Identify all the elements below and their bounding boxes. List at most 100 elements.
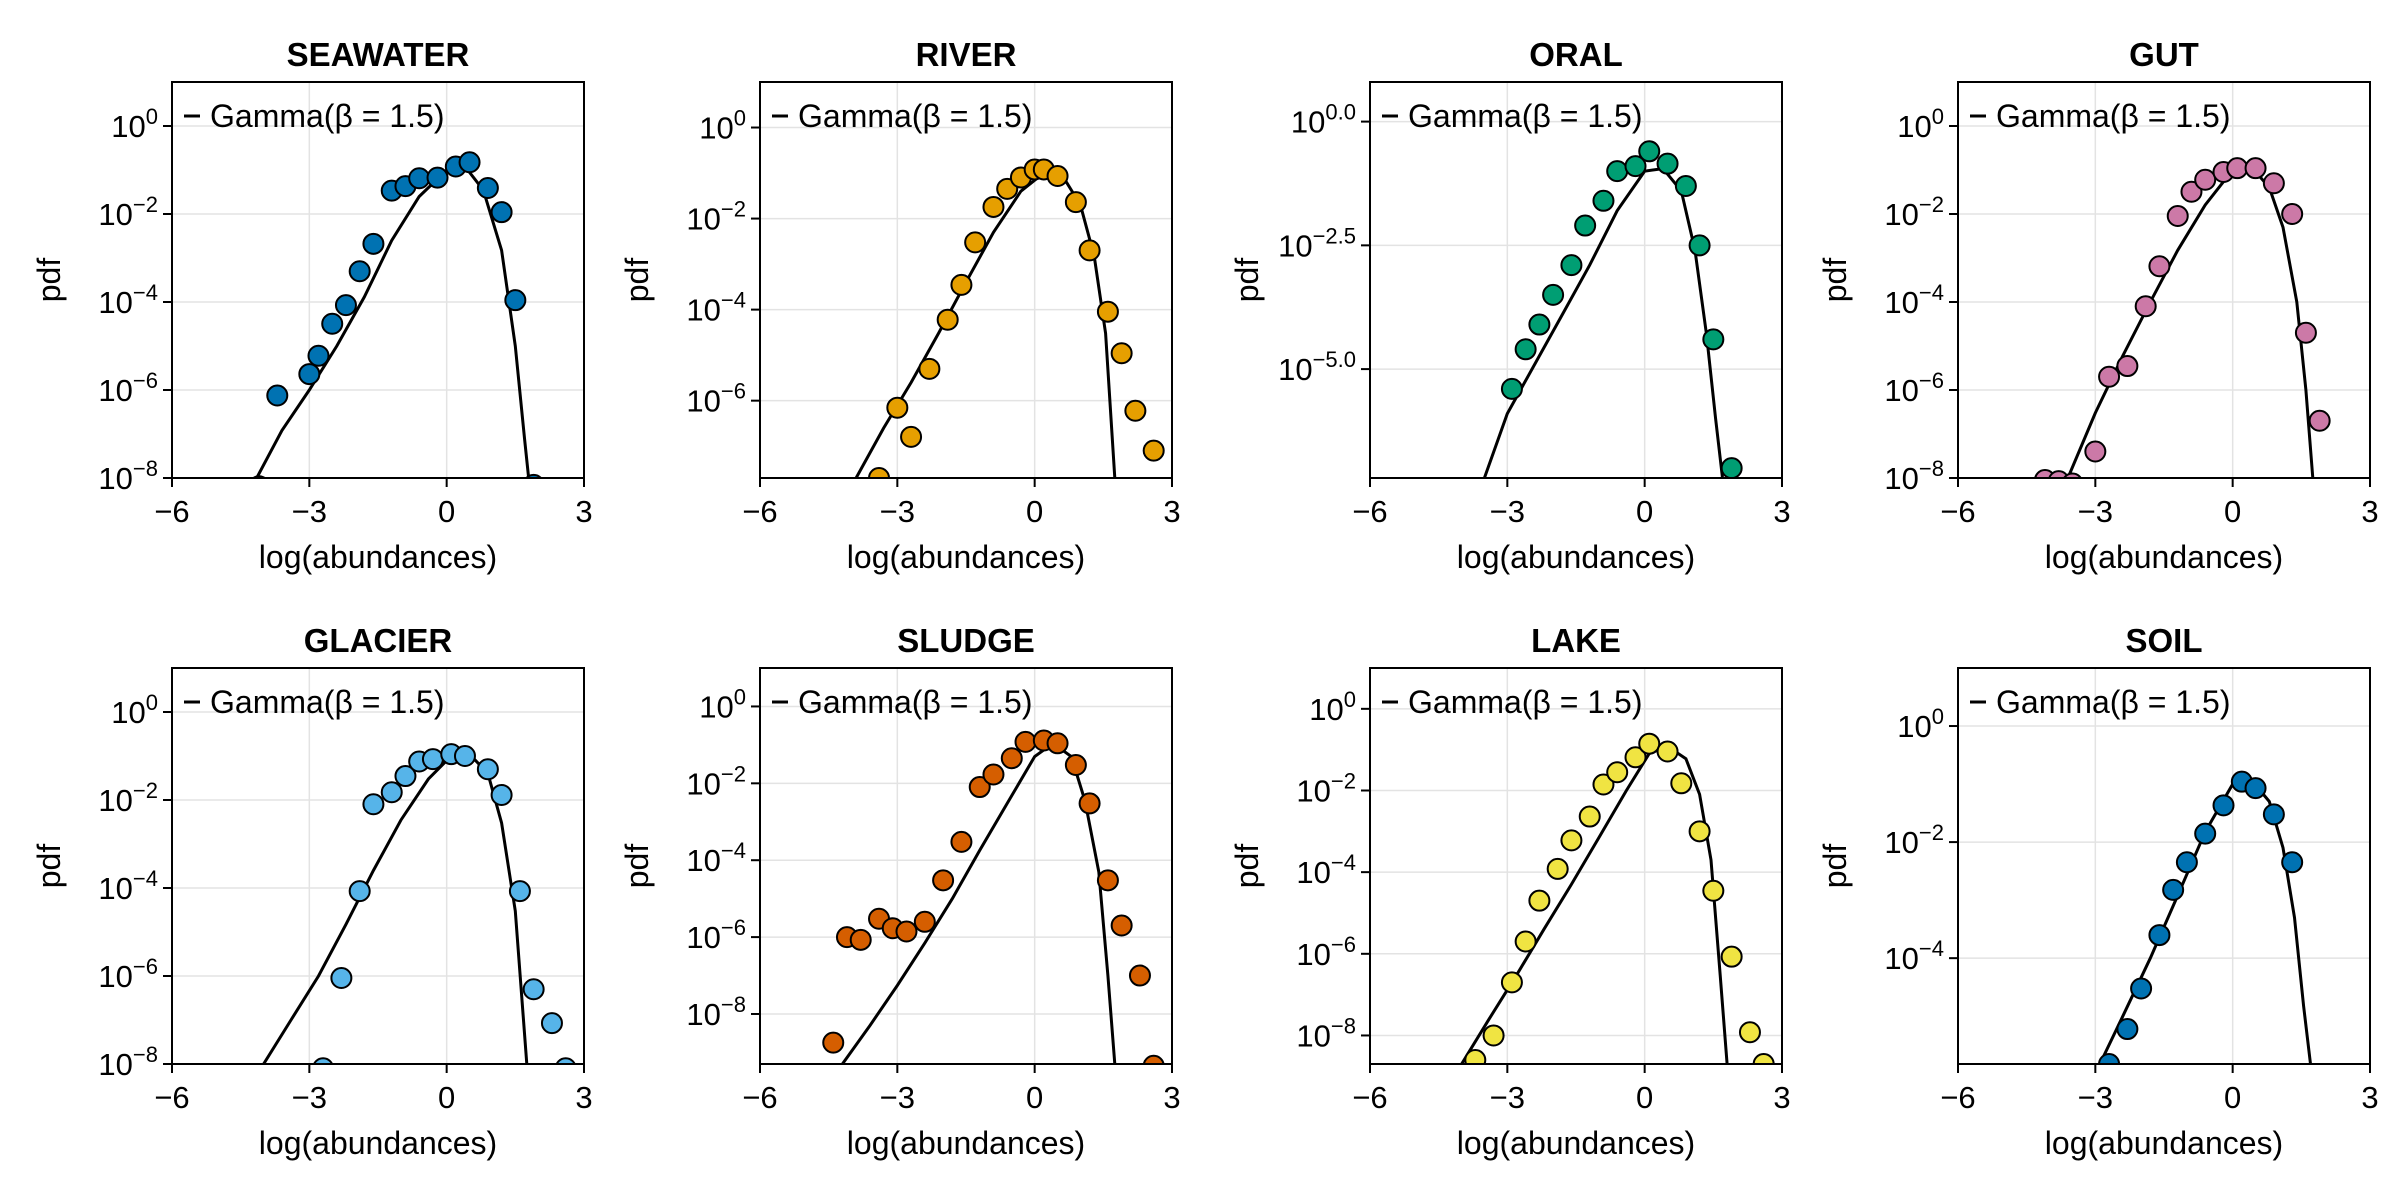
y-tick-label: 10−2 bbox=[1296, 768, 1356, 808]
data-point bbox=[2226, 157, 2249, 180]
legend-label: Gamma(β = 1.5) bbox=[1408, 684, 1642, 720]
y-tick-label: 100 bbox=[111, 104, 158, 144]
data-point bbox=[2194, 168, 2217, 191]
subplot-title: GUT bbox=[2129, 36, 2199, 73]
plot-area bbox=[1460, 732, 1775, 1064]
x-tick-label: −3 bbox=[880, 494, 915, 529]
x-tick-label: −3 bbox=[292, 1080, 327, 1115]
data-point bbox=[504, 289, 527, 312]
data-point bbox=[1064, 753, 1087, 776]
subplot-title: RIVER bbox=[916, 36, 1017, 73]
data-point bbox=[964, 231, 987, 254]
legend-label: Gamma(β = 1.5) bbox=[210, 684, 444, 720]
y-tick-label: 100 bbox=[699, 684, 746, 724]
axes-frame bbox=[1957, 667, 2371, 1065]
data-point bbox=[2134, 295, 2157, 318]
y-tick-label: 10−2 bbox=[98, 778, 158, 818]
subplot-seawater: −6 −3 0 3 10−8 10−6 10−4 10−2 100 SEAWATER log(abu… bbox=[31, 36, 593, 575]
data-point bbox=[348, 880, 371, 903]
data-point bbox=[540, 1012, 563, 1035]
x-tick-label: −3 bbox=[2078, 494, 2113, 529]
y-tick-label: 100 bbox=[1897, 704, 1944, 744]
x-tick-label: −6 bbox=[742, 1080, 777, 1115]
data-point bbox=[1000, 747, 1023, 770]
x-axis-label: log(abundances) bbox=[1457, 539, 1695, 575]
data-point bbox=[936, 308, 959, 331]
data-point bbox=[2130, 977, 2153, 1000]
subplot-title: SOIL bbox=[2125, 622, 2202, 659]
y-tick-label: 100.0 bbox=[1291, 100, 1356, 140]
x-axis-label: log(abundances) bbox=[259, 539, 497, 575]
subplot-title: ORAL bbox=[1529, 36, 1623, 73]
x-tick-label: 3 bbox=[575, 494, 592, 529]
axes-frame bbox=[759, 667, 1173, 1065]
legend: Gamma(β = 1.5) bbox=[1970, 98, 2230, 134]
data-point bbox=[1546, 857, 1569, 880]
data-point bbox=[1578, 805, 1601, 828]
data-point bbox=[1560, 829, 1583, 852]
data-point bbox=[1514, 930, 1537, 953]
y-tick-label: 10−5.0 bbox=[1278, 347, 1356, 387]
data-point bbox=[1670, 772, 1693, 795]
y-tick-label: 10−8 bbox=[98, 456, 158, 496]
data-point bbox=[1592, 189, 1615, 212]
data-point bbox=[2281, 851, 2304, 874]
y-tick-label: 10−2 bbox=[98, 192, 158, 232]
data-point bbox=[822, 1031, 845, 1054]
axes-frame bbox=[171, 81, 585, 479]
x-tick-label: 0 bbox=[1636, 1080, 1653, 1115]
x-axis-label: log(abundances) bbox=[1457, 1125, 1695, 1161]
gamma-fit-line bbox=[1482, 167, 1724, 478]
y-axis-label: pdf bbox=[1817, 258, 1853, 303]
data-point bbox=[2148, 255, 2171, 278]
plot-area bbox=[854, 158, 1165, 478]
x-tick-label: −3 bbox=[1490, 1080, 1525, 1115]
x-axis-label: log(abundances) bbox=[2045, 1125, 2283, 1161]
data-point bbox=[1606, 160, 1629, 183]
data-point bbox=[453, 745, 476, 767]
x-tick-label: −3 bbox=[2078, 1080, 2113, 1115]
data-point bbox=[490, 201, 513, 224]
data-point bbox=[868, 467, 891, 478]
data-point bbox=[1702, 328, 1725, 351]
y-axis-label: pdf bbox=[619, 844, 655, 889]
x-tick-label: −6 bbox=[154, 494, 189, 529]
y-tick-label: 10−2 bbox=[686, 761, 746, 801]
plot-area bbox=[822, 729, 1165, 1064]
x-tick-label: −3 bbox=[1490, 494, 1525, 529]
data-point bbox=[251, 475, 267, 478]
x-tick-label: 0 bbox=[2224, 1080, 2241, 1115]
data-point bbox=[266, 384, 289, 407]
y-tick-label: 100 bbox=[1897, 104, 1944, 144]
data-point bbox=[1674, 174, 1697, 197]
legend: Gamma(β = 1.5) bbox=[1382, 684, 1642, 720]
x-axis-label: log(abundances) bbox=[847, 1125, 1085, 1161]
data-point bbox=[932, 869, 955, 892]
legend-label: Gamma(β = 1.5) bbox=[210, 98, 444, 134]
data-point bbox=[2308, 409, 2331, 432]
data-point bbox=[362, 232, 385, 255]
y-tick-label: 100 bbox=[111, 690, 158, 730]
legend: Gamma(β = 1.5) bbox=[184, 98, 444, 134]
x-tick-label: 3 bbox=[1163, 1080, 1180, 1115]
data-point bbox=[1128, 964, 1151, 987]
x-axis-label: log(abundances) bbox=[259, 1125, 497, 1161]
y-tick-label: 10−6 bbox=[98, 368, 158, 408]
legend: Gamma(β = 1.5) bbox=[1970, 684, 2230, 720]
data-point bbox=[1514, 338, 1537, 361]
y-tick-label: 10−2.5 bbox=[1278, 223, 1356, 263]
data-point bbox=[2116, 1018, 2139, 1041]
data-point bbox=[394, 765, 417, 788]
plot-area bbox=[251, 151, 543, 478]
data-point bbox=[982, 763, 1005, 786]
data-point bbox=[307, 344, 330, 367]
y-axis-label: pdf bbox=[1817, 844, 1853, 889]
x-tick-label: −6 bbox=[1352, 1080, 1387, 1115]
data-point bbox=[2098, 365, 2121, 388]
x-tick-label: 0 bbox=[1636, 494, 1653, 529]
data-point bbox=[2062, 472, 2082, 478]
y-tick-label: 10−4 bbox=[1296, 850, 1356, 890]
subplot-river: −6 −3 0 3 10−6 10−4 10−2 100 RIVER log(abundances… bbox=[619, 36, 1181, 575]
axes-frame bbox=[1957, 81, 2371, 479]
y-tick-label: 10−2 bbox=[1884, 192, 1944, 232]
